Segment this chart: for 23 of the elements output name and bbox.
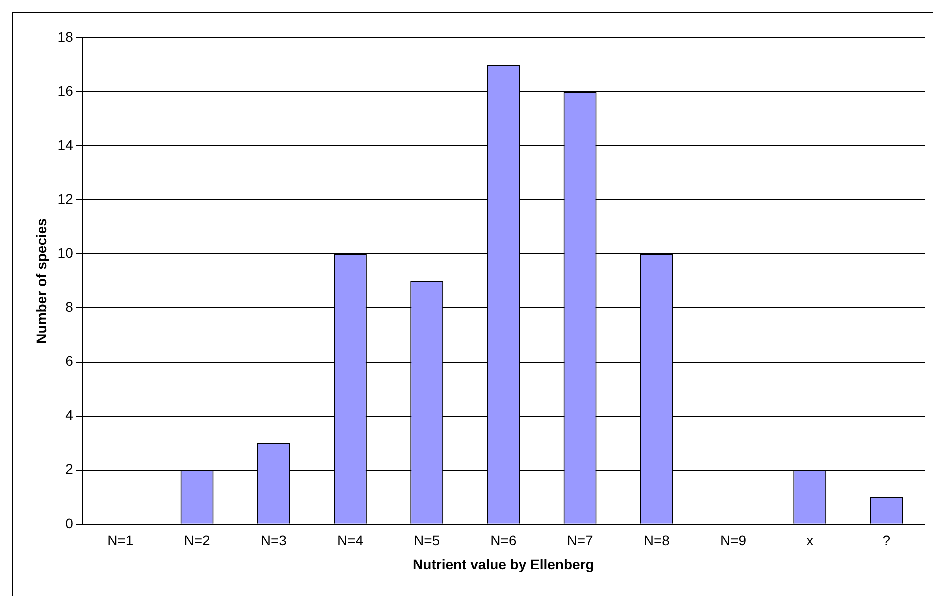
y-tick-label: 10	[58, 245, 74, 262]
x-tick-label: N=9	[720, 532, 747, 549]
y-tick-label: 8	[66, 299, 74, 316]
y-tick-label: 12	[58, 190, 74, 207]
y-tick-label: 14	[58, 136, 74, 153]
x-tick-label: ?	[882, 532, 891, 549]
x-tick-label: N=2	[184, 532, 211, 549]
y-tick-label: 18	[58, 28, 74, 45]
y-axis-title: Number of species	[33, 218, 50, 344]
x-tick-label: N=4	[337, 532, 364, 549]
x-axis-title: Nutrient value by Ellenberg	[413, 556, 594, 572]
x-tick-label: x	[806, 532, 814, 549]
x-tick-label: N=6	[490, 532, 517, 549]
x-tick-label: N=7	[567, 532, 594, 549]
y-tick-label: 6	[66, 353, 74, 370]
x-tick-label: N=5	[414, 532, 440, 549]
y-tick-label: 4	[66, 407, 74, 424]
x-tick-label: N=3	[260, 532, 288, 549]
y-tick-label: 16	[58, 82, 74, 99]
y-tick-label: 2	[66, 461, 74, 478]
x-tick-label: N=1	[108, 532, 134, 549]
y-tick-label: 0	[66, 515, 74, 532]
x-tick-label: N=8	[644, 532, 670, 549]
